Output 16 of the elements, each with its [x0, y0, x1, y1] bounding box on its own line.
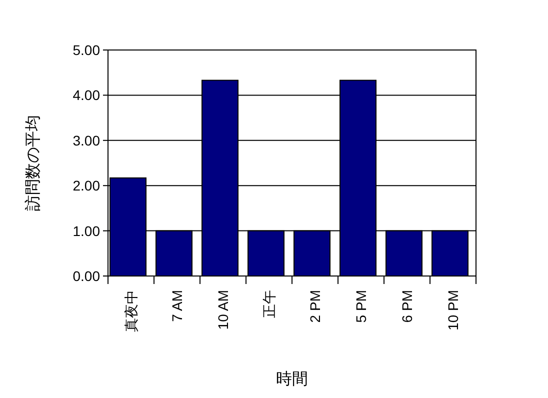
- x-tick-label: 5 PM: [353, 290, 369, 323]
- y-axis-title: 訪問数の平均: [24, 115, 42, 211]
- x-tick-label: 10 PM: [445, 290, 461, 330]
- x-tick-label: 真夜中: [123, 290, 139, 332]
- y-tick-label: 4.00: [72, 87, 100, 104]
- x-axis-title: 時間: [276, 370, 308, 388]
- y-tick-label: 3.00: [72, 132, 100, 148]
- y-tick-label: 1.00: [72, 222, 100, 239]
- x-tick-label: 2 PM: [307, 290, 323, 323]
- y-tick-label: 0.00: [72, 268, 100, 284]
- y-tick-label: 2.00: [72, 178, 100, 194]
- x-tick-label: 7 AM: [169, 290, 185, 322]
- x-tick-label: 6 PM: [399, 290, 415, 323]
- x-tick-label: 正午: [261, 290, 277, 318]
- x-tick-label: 10 AM: [215, 290, 231, 330]
- y-tick-label: 5.00: [72, 42, 100, 58]
